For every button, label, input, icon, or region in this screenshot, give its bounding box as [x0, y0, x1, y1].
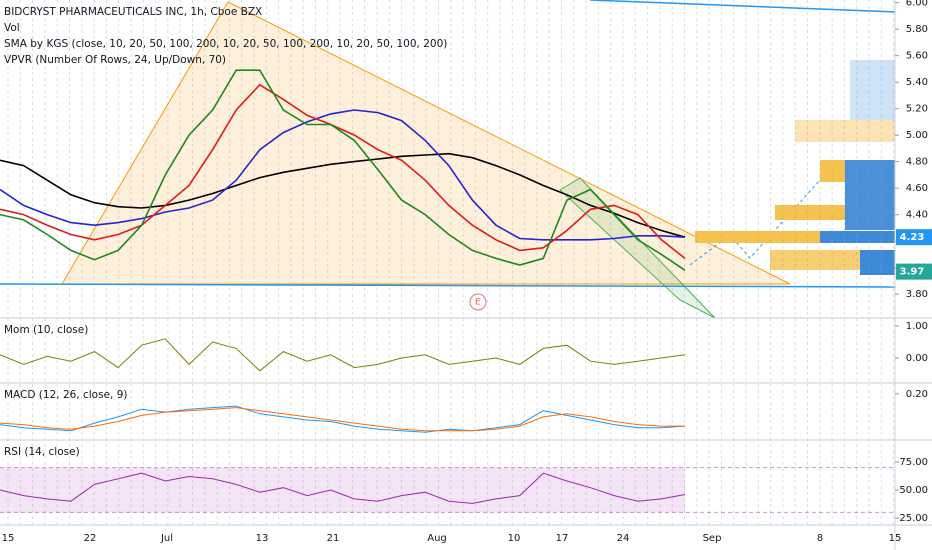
series-line — [0, 83, 686, 260]
price-badge — [896, 263, 932, 280]
y-tick-label: 5.80 — [906, 24, 928, 35]
triangle-drawing — [61, 1, 791, 285]
price-badge-label: 3.97 — [900, 267, 925, 278]
x-tick-label: 13 — [256, 533, 269, 544]
x-tick-label: 8 — [817, 533, 823, 544]
price-badge-label: 4.23 — [900, 232, 925, 243]
series-line — [0, 109, 686, 241]
series-line — [0, 407, 685, 432]
indicator-label: Vol — [4, 22, 20, 34]
vpvr — [695, 60, 895, 275]
series-line — [0, 405, 686, 433]
event-circle — [469, 293, 487, 311]
series-line — [0, 472, 686, 504]
support-line — [0, 283, 896, 288]
series-line — [0, 338, 686, 372]
event-marker: E — [475, 298, 481, 308]
y-tick-label: 4.80 — [906, 157, 928, 168]
x-tick-label: Aug — [427, 533, 447, 544]
x-tick-label: 17 — [556, 533, 569, 544]
y-tick-label: 75.00 — [899, 457, 928, 468]
x-tick-label: 15 — [889, 533, 902, 544]
y-tick-label: 5.00 — [906, 130, 928, 141]
y-tick-label: 4.40 — [906, 210, 928, 221]
indicator-label: SMA by KGS (close, 10, 20, 50, 100, 200,… — [4, 38, 447, 50]
pane-title: RSI (14, close) — [4, 446, 80, 458]
pane-title: MACD (12, 26, close, 9) — [4, 389, 127, 401]
x-tick-label: 22 — [84, 533, 97, 544]
pane-title: Mom (10, close) — [4, 324, 88, 336]
x-tick-label: 21 — [327, 533, 340, 544]
drawings — [0, 0, 896, 319]
trend-line — [589, 0, 896, 13]
x-tick-label: 10 — [508, 533, 521, 544]
y-tick-label: 6.00 — [906, 0, 928, 9]
price-badge — [896, 229, 932, 246]
indicator-label: VPVR (Number Of Rows, 24, Up/Down, 70) — [4, 54, 226, 66]
x-tick-label: Jul — [160, 533, 173, 544]
y-tick-label: 0.00 — [906, 353, 928, 364]
y-tick-label: 0.20 — [906, 389, 928, 400]
y-tick-label: 5.60 — [906, 51, 928, 62]
y-tick-label: 25.00 — [899, 513, 928, 524]
y-tick-label: 1.00 — [906, 321, 928, 332]
pane-title: BIDCRYST PHARMACEUTICALS INC, 1h, Cboe B… — [4, 6, 262, 18]
x-tick-label: Sep — [703, 533, 722, 544]
y-tick-label: 5.20 — [906, 104, 928, 115]
y-tick-label: 3.80 — [906, 289, 928, 300]
y-tick-label: 50.00 — [899, 485, 928, 496]
rsi-band — [0, 467, 685, 513]
series-line — [0, 152, 686, 238]
y-tick-label: 5.40 — [906, 77, 928, 88]
y-tick-label: 4.60 — [906, 183, 928, 194]
x-tick-label: 15 — [2, 533, 15, 544]
x-tick-label: 24 — [617, 533, 630, 544]
series-line — [0, 69, 686, 271]
